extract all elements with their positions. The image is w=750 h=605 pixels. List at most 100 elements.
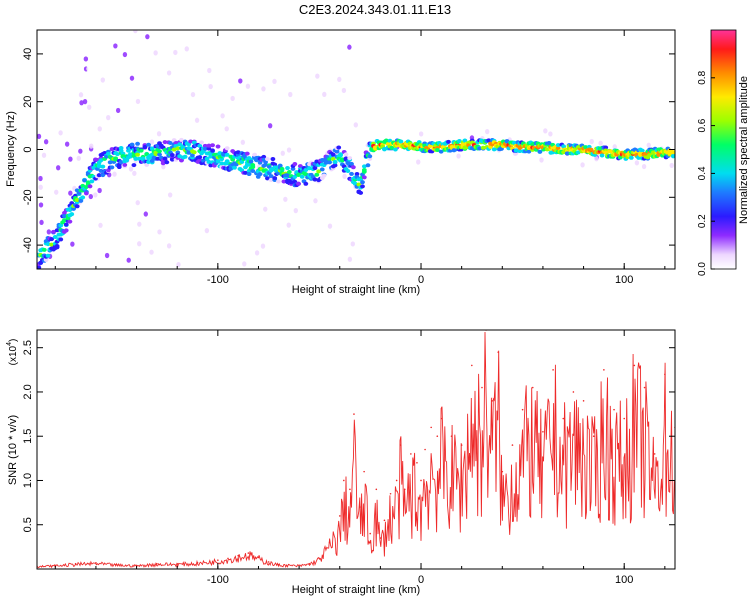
spectrogram-cell (485, 129, 490, 135)
snr-point (521, 408, 524, 411)
spectrogram-cell (98, 222, 103, 228)
spectrogram-ridge-cell (361, 164, 367, 169)
snr-point (440, 417, 443, 420)
snr-point (430, 426, 432, 429)
spectrogram-ridge-cell (268, 174, 274, 179)
spectrogram-cell (106, 270, 110, 275)
spectrogram-ridge-cell (561, 144, 567, 149)
spectrogram-cell (548, 131, 553, 137)
spectrogram-ridge-cell (261, 154, 267, 159)
figure-title: C2E3.2024.343.01.11.E13 (299, 2, 451, 17)
spectrogram-ridge-cell (168, 141, 173, 146)
spectrogram-ridge-cell (115, 152, 120, 157)
snr-point (395, 479, 398, 482)
spectrogram-ridge-cell (526, 149, 532, 154)
snr-y-tick-label: 1.5 (22, 429, 34, 444)
snr-point (481, 386, 483, 389)
spectrogram-cell (37, 277, 41, 282)
spectrogram-cell (322, 91, 327, 97)
spectrogram-cell (43, 139, 49, 145)
spectrogram-cell (456, 153, 461, 159)
spectrogram-cell (270, 196, 275, 202)
spectrogram-ridge-cell (435, 147, 440, 152)
spectrogram-ridge-cell (224, 146, 230, 151)
spectrogram-cell (280, 150, 285, 156)
spectrogram-ridge-cell (62, 214, 67, 219)
spectrogram-ridge-cell (360, 184, 365, 189)
snr-point (115, 563, 118, 566)
snr-axes: -100 0 100 0.5 1.0 1.5 2.0 2.5 (22, 330, 675, 586)
spectrogram-ridge-cell (215, 144, 221, 149)
spectrogram-ridge-cell (393, 147, 398, 152)
snr-point (491, 400, 493, 402)
spectrogram-cell (543, 128, 548, 134)
spectrogram-y-tick-label: 20 (22, 96, 34, 108)
spectrogram-ridge-cell (157, 149, 162, 154)
spectrogram-ridge-cell (365, 163, 371, 168)
spectrogram-cell (288, 91, 293, 98)
spectrogram-cell (100, 77, 105, 83)
spectrogram-cell (36, 283, 40, 288)
spectrogram-ridge-cell (58, 223, 64, 228)
spectrogram-ridge-cell (197, 143, 203, 148)
spectrogram-cell (646, 142, 651, 148)
spectrogram-ridge-cell (513, 148, 519, 153)
spectrogram-ridge-cell (96, 173, 102, 178)
spectrogram-cell (252, 126, 257, 132)
spectrogram-ridge-cell (457, 139, 462, 144)
snr-point (562, 417, 565, 420)
spectrogram-cell (153, 256, 158, 262)
snr-point (399, 444, 402, 446)
spectrogram-ridge-cell (243, 170, 248, 175)
spectrogram-ridge-cell (314, 172, 320, 177)
spectrogram-ridge-cell (360, 180, 365, 185)
spectrogram-y-tick-label: -40 (22, 237, 34, 253)
spectrogram-ridge-cell (49, 237, 55, 242)
spectrogram-ridge-cell (116, 165, 122, 170)
spectrogram-ridge-cell (268, 177, 274, 182)
spectrogram-ridge-cell (286, 170, 292, 175)
spectrogram-cell (166, 243, 172, 249)
snr-point (369, 532, 372, 535)
spectrogram-cell (176, 261, 181, 268)
spectrogram-cell (261, 86, 266, 92)
spectrogram-cell (167, 192, 173, 198)
spectrogram-ridge-cell (135, 141, 140, 146)
spectrogram-cell (133, 30, 138, 34)
spectrogram-cell (312, 81, 318, 88)
spectrogram-cell (279, 273, 283, 278)
spectrogram-panel: -100 0 100 -40 -20 0 20 40 Height of straight l… (5, 29, 676, 312)
spectrogram-cell (156, 131, 162, 137)
snr-point (156, 562, 158, 565)
spectrogram-cell (166, 70, 172, 76)
spectrogram-ridge-cell (162, 140, 168, 145)
spectrogram-cell (353, 122, 359, 128)
spectrogram-y-tick-label: -20 (22, 189, 34, 205)
spectrogram-ridge-cell (272, 162, 278, 167)
snr-point (460, 444, 463, 446)
snr-point (410, 453, 412, 455)
spectrogram-ridge-cell (537, 149, 543, 154)
snr-point (375, 488, 378, 491)
spectrogram-cell (580, 162, 585, 168)
spectrogram-ridge-cell (45, 253, 51, 258)
spectrogram-ridge-cell (65, 216, 71, 221)
spectrogram-ridge-cell (96, 164, 102, 169)
spectrogram-cell (118, 50, 123, 56)
spectrogram-heatmap (36, 30, 675, 312)
spectrogram-ridge-cell (647, 153, 653, 158)
spectrogram-ridge-cell (186, 150, 192, 155)
snr-point (135, 564, 138, 567)
spectrogram-ridge-cell (169, 153, 175, 158)
spectrogram-ridge-cell (69, 212, 75, 217)
spectrogram-cell (313, 198, 318, 204)
spectrogram-ridge-cell (349, 161, 354, 166)
spectrogram-ridge-cell (208, 154, 214, 159)
spectrogram-cell (54, 307, 58, 312)
snr-point (623, 417, 626, 420)
spectrogram-ridge-cell (599, 153, 605, 158)
spectrogram-ridge-cell (140, 156, 146, 161)
spectrogram-cell (62, 301, 66, 306)
spectrogram-ridge-cell (206, 143, 212, 148)
snr-point (603, 369, 605, 371)
